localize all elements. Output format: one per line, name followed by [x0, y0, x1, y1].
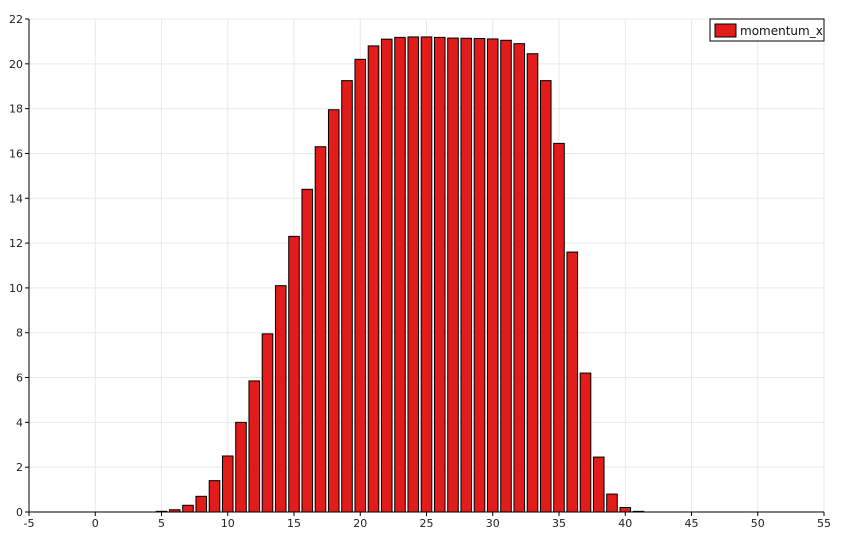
bar [407, 36, 420, 513]
legend-label: momentum_x [740, 24, 823, 38]
y-tick-label: 8 [16, 327, 23, 340]
bar [354, 58, 367, 513]
y-tick-label: 2 [16, 461, 23, 474]
y-tick-label: 22 [9, 13, 23, 26]
bar [592, 456, 605, 513]
bar [314, 146, 327, 513]
bar [301, 188, 314, 513]
bar [513, 43, 526, 513]
bar [274, 285, 287, 513]
bar [288, 235, 300, 513]
legend-box [709, 18, 825, 42]
x-tick-label: -5 [24, 517, 35, 530]
bar [526, 53, 539, 513]
x-tick-label: 10 [221, 517, 235, 530]
bar [553, 142, 565, 513]
bar [473, 38, 486, 513]
bar [566, 251, 579, 513]
bar [235, 421, 247, 513]
x-tick-label: 55 [817, 517, 831, 530]
y-tick-label: 12 [9, 237, 23, 250]
bar [606, 493, 618, 513]
x-tick-label: 25 [420, 517, 434, 530]
x-tick-label: 0 [92, 517, 99, 530]
y-tick-label: 14 [9, 192, 23, 205]
y-tick-label: 6 [16, 372, 23, 385]
bar [367, 45, 380, 513]
bars [155, 36, 645, 513]
y-tick-label: 16 [9, 147, 23, 160]
bar [261, 333, 274, 513]
x-tick-label: 35 [552, 517, 566, 530]
bar [221, 455, 234, 513]
bar [619, 507, 632, 513]
bar [539, 80, 552, 513]
legend: momentum_x [709, 18, 825, 42]
x-tick-label: 5 [158, 517, 165, 530]
x-tick-label: 45 [685, 517, 699, 530]
bar [327, 109, 340, 513]
x-tick-label: 40 [618, 517, 632, 530]
bar [182, 504, 194, 513]
bar [420, 36, 433, 513]
y-tick-label: 20 [9, 58, 23, 71]
x-tick-label: 30 [486, 517, 500, 530]
bar [248, 380, 261, 513]
bar [394, 36, 406, 513]
x-tick-label: 20 [353, 517, 367, 530]
bar [460, 37, 473, 513]
y-tick-label: 0 [16, 506, 23, 519]
y-tick-label: 18 [9, 103, 23, 116]
bar [341, 80, 353, 513]
y-tick-label: 4 [16, 416, 23, 429]
legend-swatch [714, 23, 737, 38]
bar [486, 38, 499, 513]
bar [500, 39, 512, 513]
y-tick-label: 10 [9, 282, 23, 295]
bar [380, 38, 393, 513]
x-tick-label: 15 [287, 517, 301, 530]
bar [579, 372, 592, 513]
x-tick-label: 50 [751, 517, 765, 530]
bar [447, 37, 459, 513]
ticks: -5 0 5 10 15 20 25 30 35 40 45 50 550246810121416182… [9, 13, 831, 530]
bar [208, 480, 221, 513]
bar [195, 495, 208, 513]
bar [433, 36, 446, 513]
